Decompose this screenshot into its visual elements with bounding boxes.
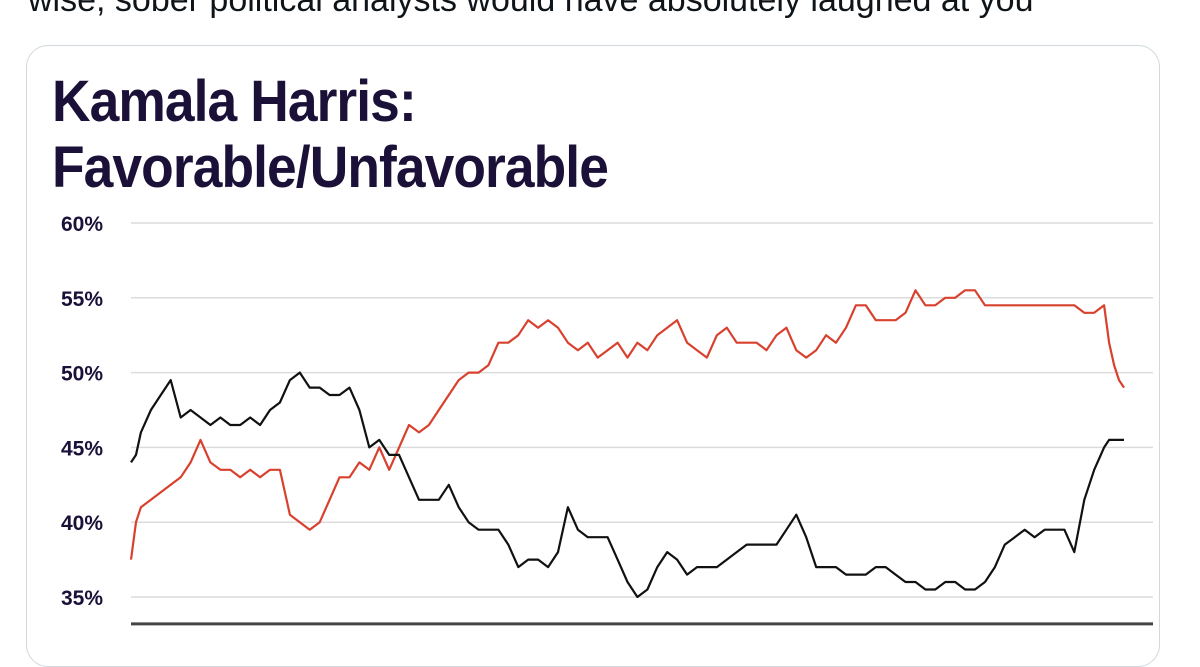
y-tick-label-45: 45% xyxy=(61,437,103,460)
line-chart: 60% 55% 50% 45% 40% 35% xyxy=(61,213,1153,626)
chart-title-line-1: Kamala Harris: xyxy=(52,69,417,134)
grid-lines xyxy=(131,222,1153,598)
y-tick-label-60: 60% xyxy=(61,213,103,236)
chart-title: Kamala Harris: Favorable/Unfavorable xyxy=(52,69,609,201)
y-axis-tick-labels: 60% 55% 50% 45% 40% 35% xyxy=(61,213,103,610)
tweet-media-card[interactable]: Kamala Harris: Favorable/Unfavorable 60%… xyxy=(26,45,1160,667)
y-tick-label-55: 55% xyxy=(61,288,103,311)
tweet-text: wise, sober political analysts would hav… xyxy=(28,0,1034,19)
y-tick-label-40: 40% xyxy=(61,512,103,535)
y-tick-label-35: 35% xyxy=(61,587,103,610)
y-tick-label-50: 50% xyxy=(61,363,103,386)
series-line-0 xyxy=(129,289,1125,560)
chart-series xyxy=(129,289,1125,599)
series-line-1 xyxy=(130,371,1124,599)
chart-title-line-2: Favorable/Unfavorable xyxy=(52,135,609,200)
